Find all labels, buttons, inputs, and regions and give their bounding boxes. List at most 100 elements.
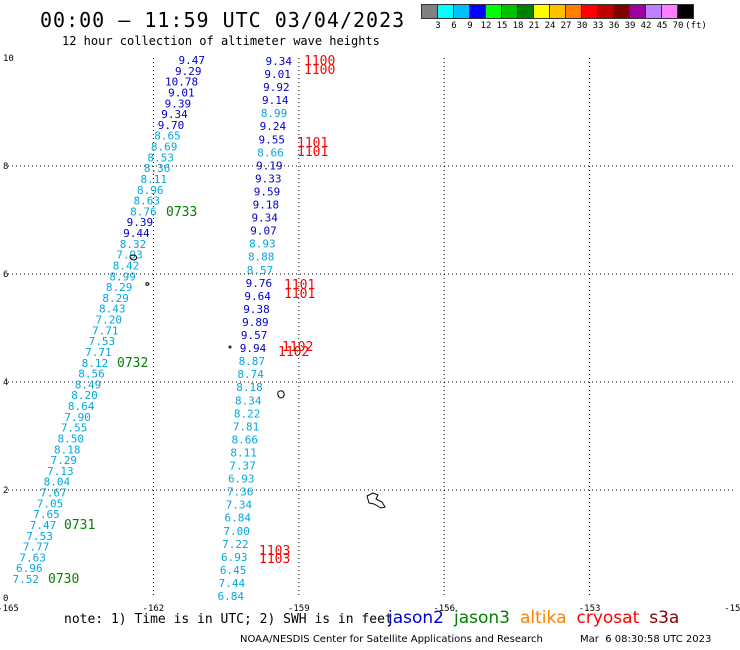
swh-value-label: 9.55 (258, 133, 285, 146)
legend-label: 27 (560, 21, 572, 31)
swh-value-label: 8.18 (54, 443, 81, 456)
swh-value-label: 8.76 (130, 205, 157, 218)
legend-label: 24 (544, 21, 556, 31)
lon-tick-label: -162 (143, 604, 165, 614)
swh-value-label: 8.93 (249, 238, 276, 251)
legend-label: 30 (576, 21, 588, 31)
swh-value-label: 8.56 (78, 368, 105, 381)
swh-value-label: 8.43 (99, 303, 126, 316)
lon-tick-label: -150 (724, 604, 740, 614)
pass-time-label: 1102 (282, 340, 313, 355)
pass-time-label: 1102 (278, 345, 309, 360)
footer-note: note: 1) Time is in UTC; 2) SWH is in fe… (64, 612, 393, 627)
swh-value-label: 7.77 (23, 541, 50, 554)
lat-tick-label: 2 (3, 486, 8, 496)
swh-value-label: 8.69 (151, 141, 178, 154)
swh-value-label: 8.29 (102, 292, 129, 305)
legend-label: 33 (592, 21, 604, 31)
legend-swatch (677, 4, 694, 19)
lon-tick-label: -153 (579, 604, 601, 614)
swh-value-label: 7.47 (30, 519, 57, 532)
island-outline (277, 390, 285, 399)
swh-value-label: 7.71 (85, 346, 112, 359)
swh-value-label: 7.67 (40, 487, 67, 500)
swh-value-label: 9.19 (256, 159, 283, 172)
swh-value-label: 9.59 (254, 185, 281, 198)
satellite-name: altika (520, 608, 567, 628)
swh-value-label: 7.05 (37, 497, 64, 510)
swh-value-label: 8.66 (232, 433, 259, 446)
lat-tick-label: 6 (3, 270, 8, 280)
swh-value-label: 7.00 (223, 525, 250, 538)
swh-value-label: 7.22 (222, 538, 249, 551)
satellite-legend: jason2 jason3 altika cryosat s3a (388, 608, 689, 628)
lon-tick-label: -159 (288, 604, 310, 614)
swh-value-label: 7.81 (233, 420, 260, 433)
swh-value-label: 8.36 (144, 162, 171, 175)
swh-value-label: 9.07 (250, 225, 277, 238)
swh-value-label: 9.92 (263, 81, 290, 94)
legend-label: 42 (640, 21, 652, 31)
swh-value-label: 9.64 (244, 290, 271, 303)
pass-time-label: 0730 (48, 572, 79, 587)
pass-time-label: 0733 (166, 205, 197, 220)
legend-label: 9 (467, 21, 473, 31)
island-outline (228, 345, 232, 349)
swh-value-label: 9.47 (179, 54, 206, 67)
swh-value-label: 7.37 (229, 460, 256, 473)
satellite-name: cryosat (576, 608, 640, 628)
legend-label: (ft) (685, 21, 707, 31)
swh-value-label: 7.53 (89, 335, 116, 348)
swh-value-label: 9.70 (158, 119, 185, 132)
swh-value-label: 8.11 (140, 173, 167, 186)
swh-value-label: 8.64 (68, 400, 95, 413)
legend-label: 18 (512, 21, 524, 31)
swh-value-label: 9.76 (246, 277, 273, 290)
swh-value-label: 9.94 (240, 342, 267, 355)
swh-value-label: 6.84 (218, 590, 245, 603)
lon-tick-label: -156 (433, 604, 455, 614)
island-outline (129, 254, 138, 261)
credit-line: NOAA/NESDIS Center for Satellite Applica… (240, 634, 543, 645)
swh-value-label: 7.90 (64, 411, 91, 424)
satellite-name: jason3 (454, 608, 510, 628)
pass-time-label: 1101 (284, 287, 315, 302)
swh-value-label: 9.39 (127, 216, 154, 229)
swh-value-label: 9.39 (165, 97, 192, 110)
swh-value-label: 9.01 (264, 68, 291, 81)
swh-value-label: 9.14 (262, 94, 289, 107)
satellite-name: s3a (649, 608, 680, 628)
legend-label: 6 (451, 21, 457, 31)
swh-value-label: 7.36 (227, 486, 254, 499)
swh-value-label: 7.52 (13, 573, 40, 586)
swh-value-label: 9.29 (175, 65, 202, 78)
pass-time-label: 0732 (117, 356, 148, 371)
swh-value-label: 8.74 (237, 368, 264, 381)
swh-value-label: 7.20 (96, 314, 123, 327)
swh-value-label: 8.34 (235, 394, 262, 407)
swh-value-label: 8.32 (120, 238, 147, 251)
swh-value-label: 8.96 (137, 184, 164, 197)
pass-time-label: 0731 (64, 518, 95, 533)
swh-value-label: 8.12 (82, 357, 109, 370)
page-title: 00:00 – 11:59 UTC 03/04/2023 (40, 8, 406, 32)
swh-value-label: 9.34 (251, 212, 278, 225)
satellite-name: jason2 (388, 608, 444, 628)
swh-value-label: 8.22 (234, 407, 261, 420)
swh-value-label: 8.49 (75, 378, 102, 391)
swh-value-label: 9.34 (266, 55, 293, 68)
swh-value-label: 8.63 (134, 195, 161, 208)
swh-value-label: 6.96 (16, 562, 43, 575)
swh-value-label: 6.84 (225, 512, 252, 525)
pass-time-label: 1103 (259, 552, 290, 567)
swh-value-label: 7.55 (61, 422, 88, 435)
lon-tick-label: -165 (0, 604, 19, 614)
swh-value-label: 7.34 (226, 499, 253, 512)
swh-value-label: 7.53 (26, 530, 53, 543)
swh-value-label: 8.87 (239, 355, 266, 368)
lat-tick-label: 0 (3, 594, 8, 604)
swh-value-label: 7.44 (219, 577, 246, 590)
swh-value-label: 8.53 (147, 151, 174, 164)
